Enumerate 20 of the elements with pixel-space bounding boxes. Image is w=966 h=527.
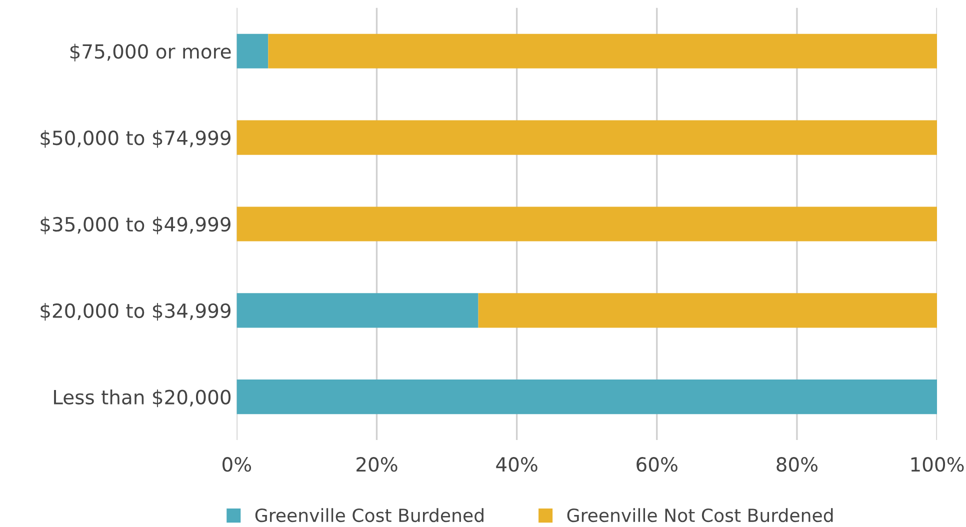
x-tick-label: 60% (636, 457, 678, 472)
bar (268, 34, 938, 68)
y-tick-label: $20,000 to $34,999 (40, 303, 230, 321)
x-tick-label: 0% (222, 457, 252, 472)
x-tick-label: 40% (496, 457, 538, 472)
y-tick-label: Less than $20,000 (54, 389, 231, 408)
x-tick-label: 100% (911, 457, 964, 472)
x-tick-label: 80% (776, 457, 818, 472)
bar (236, 34, 268, 68)
y-tick-label: $35,000 to $49,999 (40, 216, 230, 234)
bar (236, 380, 938, 414)
x-tick-label: 20% (356, 457, 398, 472)
bar (478, 293, 938, 328)
bar (236, 293, 478, 328)
bar (236, 120, 938, 155)
legend-label: Greenville Not Cost Burdened (567, 508, 833, 522)
y-tick-label: $75,000 or more (70, 44, 231, 62)
y-tick-label: $50,000 to $74,999 (40, 130, 230, 148)
legend-label: Greenville Cost Burdened (255, 508, 484, 522)
bar (236, 206, 938, 242)
